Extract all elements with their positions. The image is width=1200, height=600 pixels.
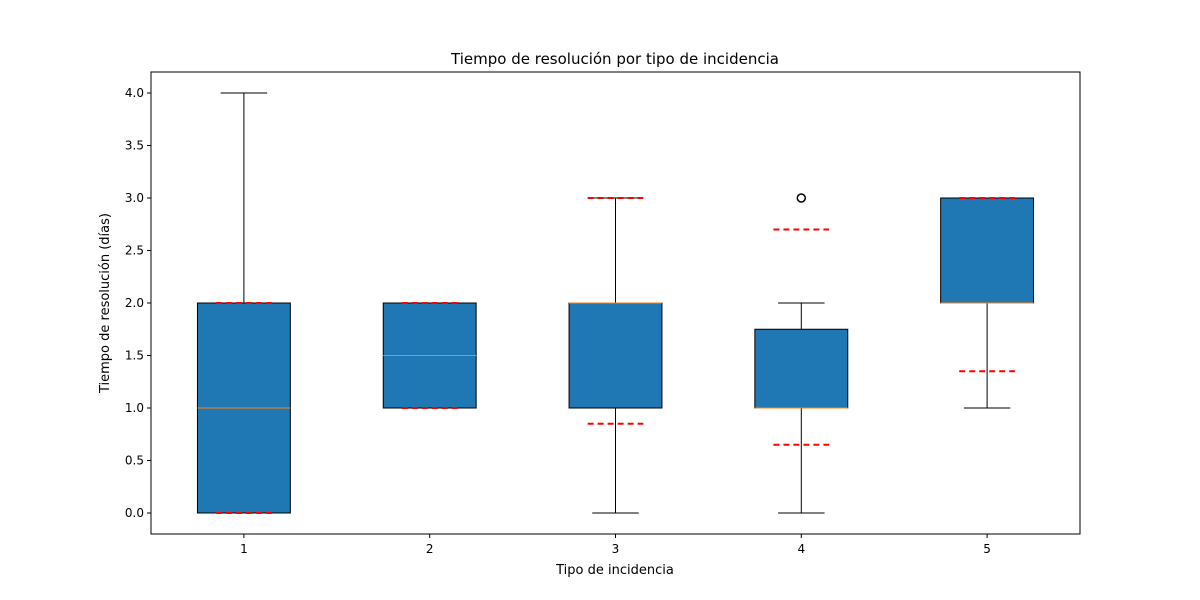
y-tick-label: 1.0 (125, 401, 144, 415)
y-tick-label: 3.0 (125, 191, 144, 205)
y-axis-title: Tiempo de resolución (días) (98, 213, 113, 394)
box-iqr (940, 197, 1035, 304)
y-tick-label: 2.0 (125, 296, 144, 310)
box-iqr (568, 302, 663, 409)
box-group-2 (382, 302, 477, 409)
y-tick-label: 1.5 (125, 349, 144, 363)
x-tick-label: 5 (983, 542, 991, 556)
box-group-4 (754, 193, 849, 514)
y-tick-label: 2.5 (125, 244, 144, 258)
y-tick-label: 0.0 (125, 506, 144, 520)
x-axis: 1 2 3 4 5 (240, 534, 991, 556)
x-tick-label: 2 (426, 542, 434, 556)
x-tick-label: 3 (612, 542, 620, 556)
box-series (196, 92, 1035, 514)
box-group-1 (196, 92, 291, 514)
x-tick-label: 4 (797, 542, 805, 556)
outlier-point (796, 193, 807, 203)
box-group-5 (940, 197, 1035, 409)
y-axis: 0.0 0.5 1.0 1.5 2.0 2.5 3.0 3.5 4.0 (125, 86, 151, 520)
x-axis-title: Tipo de incidencia (555, 563, 674, 578)
box-group-3 (568, 197, 663, 514)
y-tick-label: 4.0 (125, 86, 144, 100)
y-tick-label: 0.5 (125, 454, 144, 468)
box-iqr (754, 328, 849, 409)
y-tick-label: 3.5 (125, 139, 144, 153)
x-tick-label: 1 (240, 542, 248, 556)
chart-title: Tiempo de resolución por tipo de inciden… (450, 50, 779, 68)
